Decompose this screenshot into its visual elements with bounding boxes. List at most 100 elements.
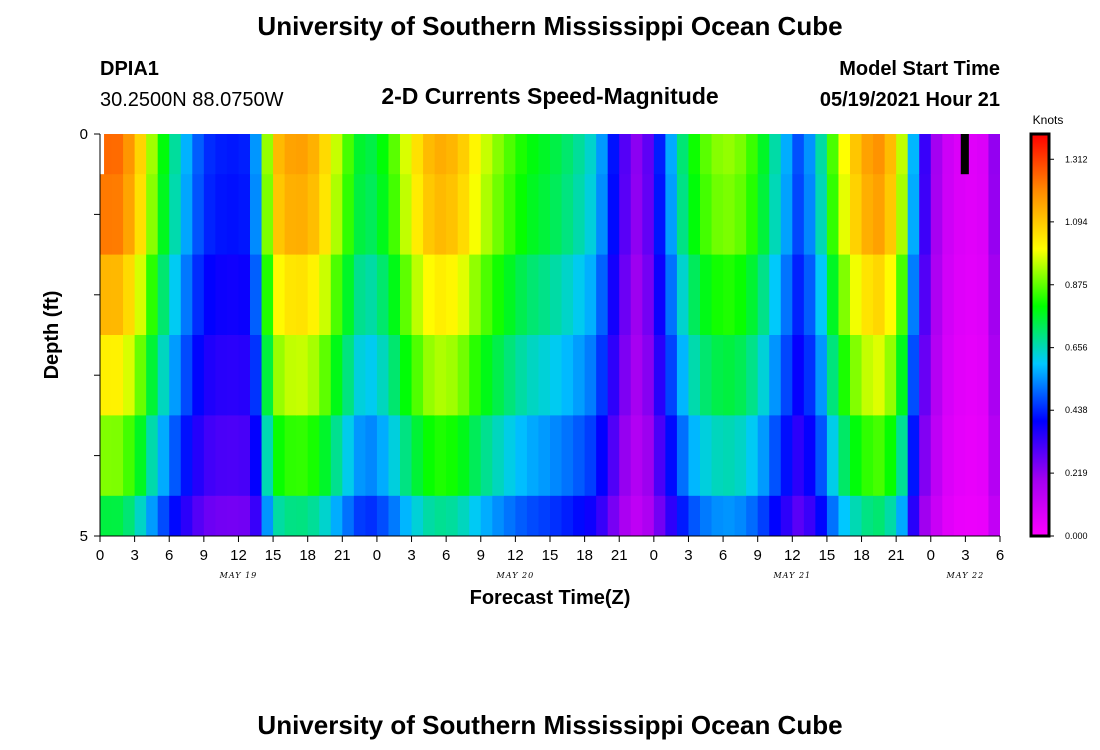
heatmap-cell — [203, 335, 216, 416]
heatmap-cell — [365, 335, 378, 416]
heatmap-cell — [146, 335, 159, 416]
heatmap-cell — [965, 415, 978, 497]
heatmap-cell — [769, 254, 782, 336]
heatmap-cell — [538, 134, 551, 175]
heatmap-cell — [480, 174, 493, 256]
heatmap-cell — [988, 174, 1000, 256]
heatmap-cell — [423, 254, 436, 336]
heatmap-cell — [873, 254, 886, 336]
colorbar-tick-label: 0.219 — [1065, 468, 1088, 478]
heatmap-cell — [873, 174, 886, 256]
heatmap-cell — [457, 335, 470, 416]
heatmap-cell — [261, 495, 274, 536]
x-tick-label: 0 — [650, 547, 658, 564]
heatmap-cell — [676, 254, 690, 336]
heatmap-cell — [653, 335, 666, 416]
heatmap-cell — [942, 415, 955, 497]
heatmap-cell — [619, 134, 632, 175]
heatmap-cell — [261, 335, 274, 416]
heatmap-cell — [400, 254, 413, 336]
heatmap-cell — [480, 335, 493, 416]
heatmap-cell — [630, 134, 643, 175]
heatmap-cell — [769, 134, 782, 175]
heatmap-cell — [273, 134, 286, 175]
heatmap-cell — [619, 174, 632, 256]
heatmap-cell — [746, 335, 759, 416]
heatmap-cell — [850, 335, 863, 416]
heatmap-cell — [342, 415, 355, 497]
heatmap-cell — [157, 174, 170, 256]
heatmap-cell — [203, 495, 216, 536]
heatmap-cell — [157, 335, 170, 416]
heatmap-cell — [215, 174, 228, 256]
missing-data-cell — [100, 134, 105, 175]
heatmap-cell — [503, 495, 516, 536]
heatmap-cell — [330, 335, 343, 416]
heatmap-cell — [942, 174, 955, 256]
heatmap-cell — [538, 495, 551, 536]
heatmap-cell — [976, 415, 990, 497]
heatmap-cell — [180, 335, 193, 416]
heatmap-cell — [250, 415, 263, 497]
heatmap-cell — [307, 254, 320, 336]
heatmap-cell — [919, 254, 932, 336]
heatmap-cell — [238, 335, 251, 416]
heatmap-cell — [826, 134, 840, 175]
heatmap-cell — [711, 495, 724, 536]
heatmap-cell — [169, 174, 182, 256]
heatmap-cell — [134, 174, 147, 256]
heatmap-cell — [873, 495, 886, 536]
heatmap-cell — [423, 335, 436, 416]
heatmap-cell — [630, 254, 643, 336]
heatmap-cell — [596, 254, 609, 336]
heatmap-cell — [192, 254, 205, 336]
heatmap-cell — [584, 134, 597, 175]
heatmap-cell — [930, 335, 943, 416]
day-label: MAY 19 — [219, 571, 258, 580]
heatmap-cell — [561, 174, 574, 256]
heatmap-cell — [976, 335, 990, 416]
heatmap-cell — [815, 415, 828, 497]
heatmap-cell — [446, 174, 459, 256]
heatmap-cell — [561, 254, 574, 336]
heatmap-cell — [492, 174, 505, 256]
heatmap-cell — [861, 415, 874, 497]
heatmap-cell — [330, 254, 343, 336]
heatmap-cell — [307, 495, 320, 536]
heatmap-cell — [400, 335, 413, 416]
heatmap-cell — [319, 134, 332, 175]
x-tick-label: 18 — [576, 547, 593, 564]
heatmap-cell — [861, 134, 874, 175]
heatmap-cell — [284, 335, 297, 416]
heatmap-cell — [526, 134, 540, 175]
heatmap-cell — [123, 495, 136, 536]
heatmap-cell — [573, 134, 586, 175]
heatmap-cell — [607, 495, 620, 536]
heatmap-cell — [665, 134, 678, 175]
x-tick-label: 6 — [165, 547, 173, 564]
heatmap-cell — [226, 495, 240, 536]
heatmap-cell — [550, 335, 563, 416]
heatmap-cell — [792, 254, 805, 336]
heatmap-cell — [203, 415, 216, 497]
x-tick-label: 18 — [853, 547, 870, 564]
heatmap-cell — [953, 254, 966, 336]
heatmap-cell — [596, 174, 609, 256]
heatmap-cell — [826, 254, 840, 336]
heatmap-cell — [238, 415, 251, 497]
heatmap-cell — [757, 335, 770, 416]
heatmap-cell — [930, 254, 943, 336]
heatmap-cell — [157, 134, 170, 175]
heatmap-cell — [953, 335, 966, 416]
heatmap-cell — [665, 254, 678, 336]
heatmap-cell — [988, 254, 1000, 336]
heatmap-cell — [746, 134, 759, 175]
heatmap-cell — [700, 174, 713, 256]
heatmap-cell — [930, 415, 943, 497]
heatmap-cell — [896, 415, 909, 497]
heatmap-cell — [746, 415, 759, 497]
model-start-label: Model Start Time — [839, 58, 1000, 80]
heatmap-cell — [653, 415, 666, 497]
heatmap-cell — [353, 415, 366, 497]
heatmap-cell — [353, 254, 366, 336]
